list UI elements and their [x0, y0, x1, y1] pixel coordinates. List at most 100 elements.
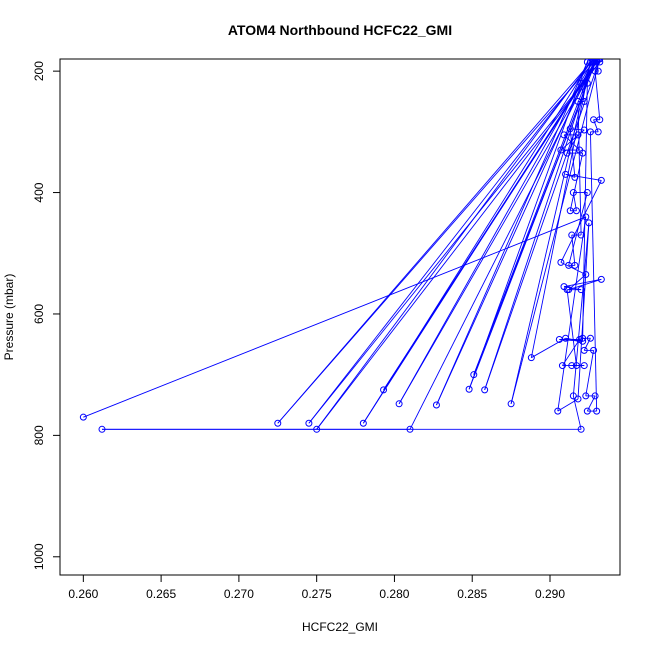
data-point	[580, 97, 588, 105]
x-axis: 0.260 0.265 0.270 0.275 0.280 0.285 0.290	[68, 575, 565, 601]
data-point	[596, 116, 604, 124]
data-point	[569, 392, 577, 400]
data-point	[593, 59, 601, 66]
data-point	[527, 354, 535, 362]
data-point	[580, 346, 588, 354]
series-segment	[566, 289, 577, 366]
data-point	[580, 362, 588, 370]
data-point	[313, 425, 321, 433]
data-point	[432, 401, 440, 409]
series-segment	[572, 222, 590, 396]
data-point	[565, 286, 573, 294]
data-point	[594, 67, 602, 75]
data-point	[579, 149, 587, 157]
x-tick-label: 0.285	[457, 587, 487, 601]
data-point	[569, 189, 577, 197]
y-tick-label: 200	[32, 61, 46, 81]
series-segment	[531, 337, 566, 359]
x-axis-label: HCFC22_GMI	[302, 620, 378, 634]
series-segment	[589, 131, 598, 412]
series-segment	[398, 61, 593, 405]
series-segment	[566, 134, 579, 154]
series-segment	[473, 61, 594, 375]
data-point	[577, 286, 585, 294]
series-segment	[484, 59, 601, 390]
series-segment	[568, 278, 602, 291]
data-point	[380, 386, 388, 394]
data-point	[566, 125, 574, 133]
series-segment	[530, 61, 591, 358]
data-point	[572, 362, 580, 370]
data-point	[593, 407, 601, 415]
data-point	[572, 207, 580, 215]
x-tick-label: 0.290	[535, 587, 565, 601]
y-tick-label: 400	[32, 182, 46, 202]
data-point	[579, 334, 587, 342]
x-tick-label: 0.280	[379, 587, 409, 601]
series-segment	[436, 61, 593, 406]
x-tick-label: 0.265	[146, 587, 176, 601]
data-point	[571, 261, 579, 269]
data-point	[574, 131, 582, 139]
series-segment	[308, 59, 594, 424]
data-point	[395, 400, 403, 408]
series-segment	[565, 173, 576, 178]
series-segment	[557, 216, 587, 412]
data-point	[597, 275, 605, 283]
data-point	[79, 413, 87, 421]
series-segment	[562, 339, 580, 366]
plot-frame	[59, 58, 621, 576]
series-lines	[83, 59, 602, 430]
series-segment	[316, 61, 601, 430]
data-point	[591, 67, 599, 75]
series-segment	[83, 216, 586, 418]
y-axis: 200 400 600 800 1000	[32, 61, 60, 570]
data-point	[555, 335, 563, 343]
y-tick-label: 600	[32, 304, 46, 324]
data-point	[586, 128, 594, 136]
series-segment	[568, 274, 587, 291]
series-segment	[563, 134, 580, 151]
data-point	[481, 386, 489, 394]
data-point	[558, 362, 566, 370]
series-segment	[563, 278, 602, 288]
series-segment	[594, 71, 601, 120]
data-point	[590, 346, 598, 354]
data-point	[465, 385, 473, 393]
data-point	[577, 425, 585, 433]
data-point	[274, 419, 282, 427]
data-point	[557, 258, 565, 266]
series-segment	[585, 350, 594, 396]
data-point	[554, 407, 562, 415]
series-segment	[316, 61, 591, 430]
series-segment	[572, 395, 582, 430]
data-point	[583, 79, 591, 87]
data-point	[560, 131, 568, 139]
x-tick-label: 0.260	[68, 587, 98, 601]
data-point	[582, 213, 590, 221]
data-point	[576, 335, 584, 343]
x-tick-label: 0.270	[224, 587, 254, 601]
data-point	[594, 128, 602, 136]
data-point	[563, 149, 571, 157]
data-point	[591, 392, 599, 400]
data-point	[571, 173, 579, 181]
data-point	[359, 419, 367, 427]
series-segment	[398, 59, 599, 405]
series-segment	[436, 61, 588, 406]
chart-title: ATOM4 Northbound HCFC22_GMI	[228, 22, 452, 38]
x-tick-label: 0.275	[302, 587, 332, 601]
series-segment	[277, 59, 594, 424]
series-segment	[308, 61, 601, 424]
series-segment	[569, 152, 584, 211]
series-segment	[565, 173, 602, 181]
data-point	[470, 371, 478, 379]
series-segment	[571, 235, 576, 266]
y-tick-label: 1000	[32, 543, 46, 570]
series-segment	[510, 59, 601, 404]
series-segment	[582, 83, 588, 339]
series-segment	[568, 192, 588, 266]
data-point	[586, 334, 594, 342]
series-points	[79, 59, 605, 433]
